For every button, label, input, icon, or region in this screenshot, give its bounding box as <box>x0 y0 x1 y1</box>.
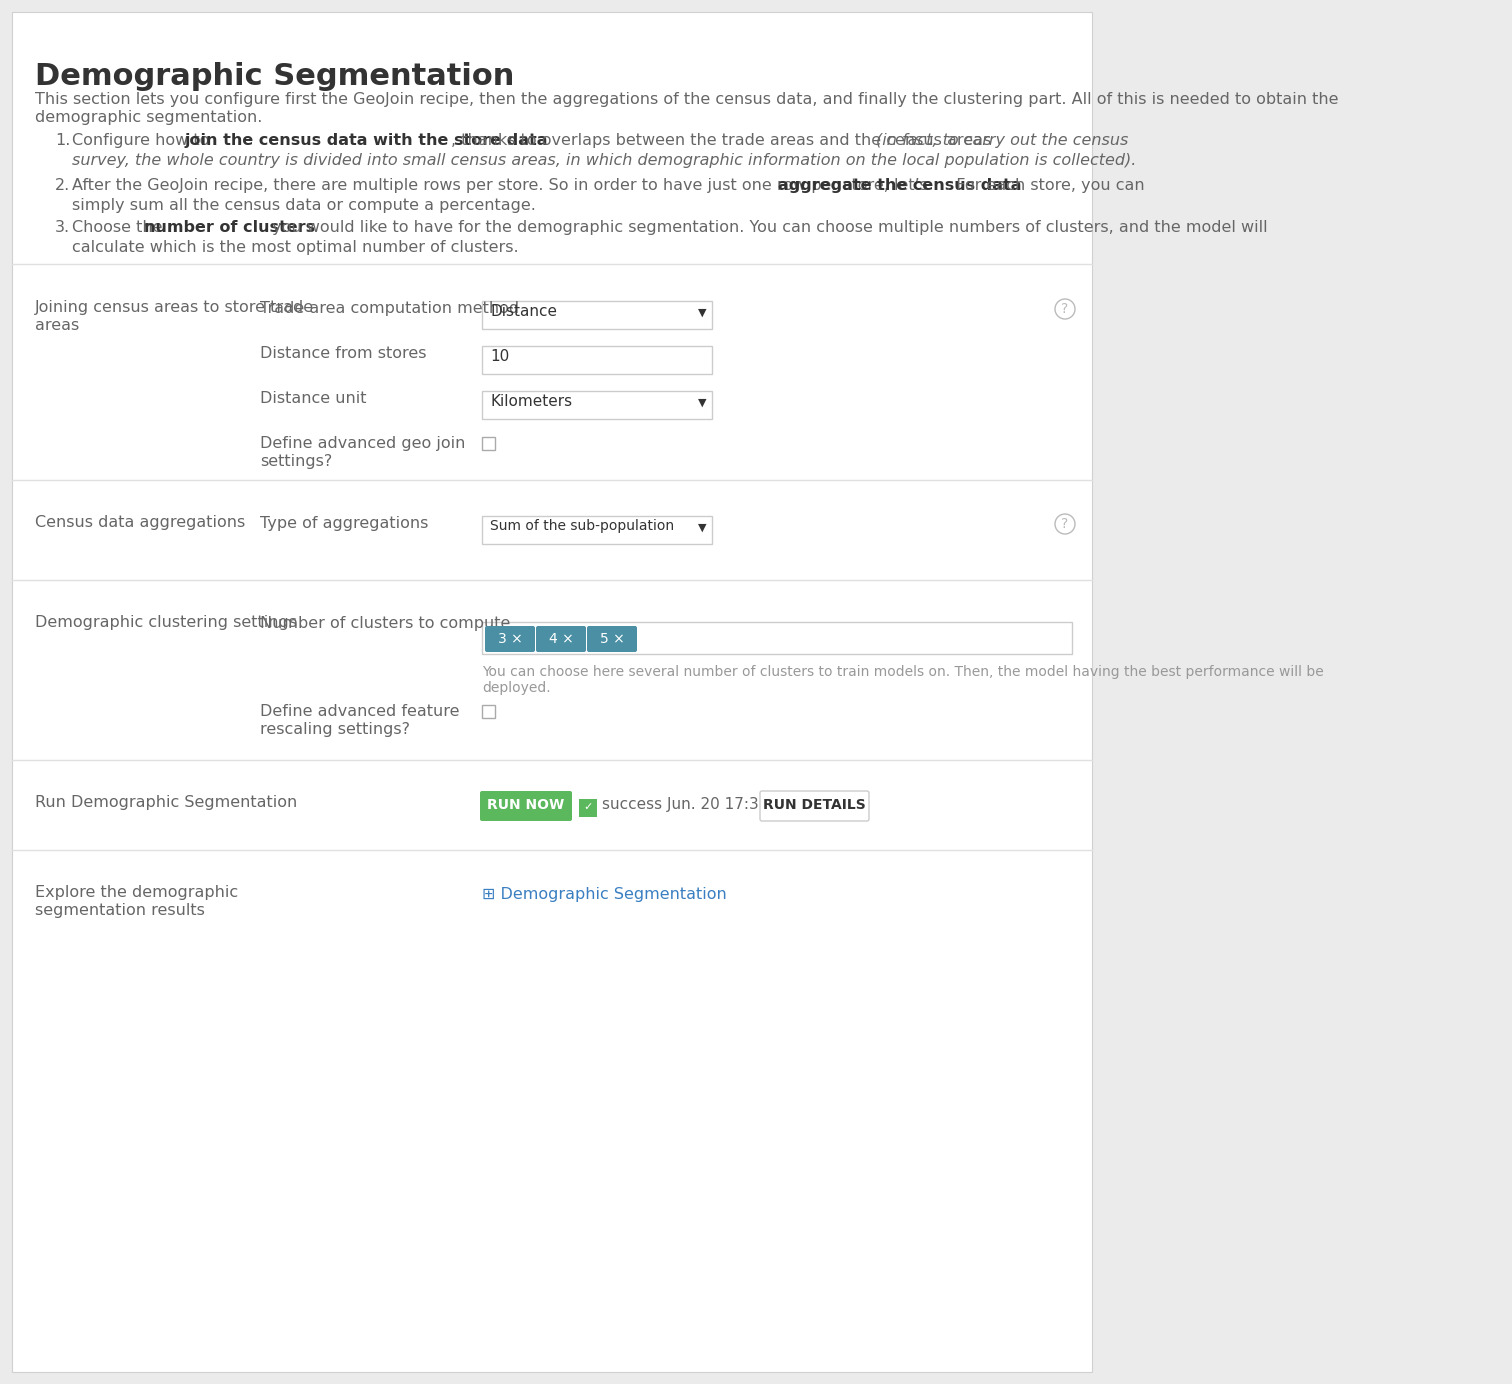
Text: Trade area computation method: Trade area computation method <box>260 300 519 316</box>
Text: 10: 10 <box>490 349 510 364</box>
Text: Demographic Segmentation: Demographic Segmentation <box>35 62 514 91</box>
Text: join the census data with the store data: join the census data with the store data <box>184 133 549 148</box>
Text: Explore the demographic: Explore the demographic <box>35 884 237 900</box>
Text: ▼: ▼ <box>699 523 706 533</box>
Text: demographic segmentation.: demographic segmentation. <box>35 109 263 125</box>
Text: , thanks to overlaps between the trade areas and the census areas: , thanks to overlaps between the trade a… <box>451 133 996 148</box>
Text: Sum of the sub-population: Sum of the sub-population <box>490 519 674 533</box>
FancyBboxPatch shape <box>482 392 712 419</box>
Text: 4 ×: 4 × <box>549 632 573 646</box>
Text: Define advanced geo join: Define advanced geo join <box>260 436 466 451</box>
FancyBboxPatch shape <box>579 799 597 817</box>
FancyBboxPatch shape <box>482 300 712 329</box>
Text: RUN NOW: RUN NOW <box>487 799 564 812</box>
Text: Census data aggregations: Census data aggregations <box>35 515 245 530</box>
Text: survey, the whole country is divided into small census areas, in which demograph: survey, the whole country is divided int… <box>73 154 1137 167</box>
Text: ✓: ✓ <box>584 801 593 812</box>
Text: . For each store, you can: . For each store, you can <box>947 179 1145 192</box>
Text: After the GeoJoin recipe, there are multiple rows per store. So in order to have: After the GeoJoin recipe, there are mult… <box>73 179 933 192</box>
FancyBboxPatch shape <box>535 626 587 652</box>
Text: deployed.: deployed. <box>482 681 550 695</box>
Text: ?: ? <box>1061 518 1069 531</box>
Text: number of clusters: number of clusters <box>144 220 314 235</box>
Text: calculate which is the most optimal number of clusters.: calculate which is the most optimal numb… <box>73 239 519 255</box>
Text: Distance: Distance <box>490 304 556 318</box>
FancyBboxPatch shape <box>482 437 494 450</box>
Text: aggregate the census data: aggregate the census data <box>779 179 1022 192</box>
Text: You can choose here several number of clusters to train models on. Then, the mod: You can choose here several number of cl… <box>482 664 1323 680</box>
FancyBboxPatch shape <box>482 516 712 544</box>
Text: Configure how to: Configure how to <box>73 133 215 148</box>
FancyBboxPatch shape <box>482 621 1072 655</box>
Text: Type of aggregations: Type of aggregations <box>260 516 428 531</box>
Text: Distance unit: Distance unit <box>260 392 366 406</box>
Text: Distance from stores: Distance from stores <box>260 346 426 361</box>
FancyBboxPatch shape <box>482 704 494 718</box>
Text: settings?: settings? <box>260 454 333 469</box>
FancyBboxPatch shape <box>12 12 1092 1372</box>
Text: Demographic clustering settings: Demographic clustering settings <box>35 614 296 630</box>
Text: ⊞ Demographic Segmentation: ⊞ Demographic Segmentation <box>482 887 727 902</box>
Text: segmentation results: segmentation results <box>35 902 204 918</box>
Text: Define advanced feature: Define advanced feature <box>260 704 460 720</box>
Text: ▼: ▼ <box>699 399 706 408</box>
Text: Run Demographic Segmentation: Run Demographic Segmentation <box>35 794 298 810</box>
Text: ?: ? <box>1061 302 1069 316</box>
Text: This section lets you configure first the GeoJoin recipe, then the aggregations : This section lets you configure first th… <box>35 91 1338 107</box>
Text: simply sum all the census data or compute a percentage.: simply sum all the census data or comput… <box>73 198 535 213</box>
FancyBboxPatch shape <box>479 792 572 821</box>
Text: Choose the: Choose the <box>73 220 168 235</box>
Text: you would like to have for the demographic segmentation. You can choose multiple: you would like to have for the demograph… <box>268 220 1267 235</box>
Text: (in fact, to carry out the census: (in fact, to carry out the census <box>875 133 1128 148</box>
Text: 1.: 1. <box>54 133 71 148</box>
Text: 2.: 2. <box>54 179 70 192</box>
Text: 3.: 3. <box>54 220 70 235</box>
Text: Joining census areas to store trade: Joining census areas to store trade <box>35 300 314 316</box>
Text: 5 ×: 5 × <box>600 632 624 646</box>
FancyBboxPatch shape <box>482 346 712 374</box>
Text: success Jun. 20 17:31:44: success Jun. 20 17:31:44 <box>602 797 792 812</box>
FancyBboxPatch shape <box>587 626 637 652</box>
FancyBboxPatch shape <box>761 792 869 821</box>
Text: RUN DETAILS: RUN DETAILS <box>762 799 865 812</box>
Text: 3 ×: 3 × <box>497 632 522 646</box>
Text: rescaling settings?: rescaling settings? <box>260 722 410 738</box>
FancyBboxPatch shape <box>485 626 535 652</box>
Text: ▼: ▼ <box>699 309 706 318</box>
Text: Kilometers: Kilometers <box>490 394 572 410</box>
Text: Number of clusters to compute: Number of clusters to compute <box>260 616 511 631</box>
Text: areas: areas <box>35 318 79 334</box>
